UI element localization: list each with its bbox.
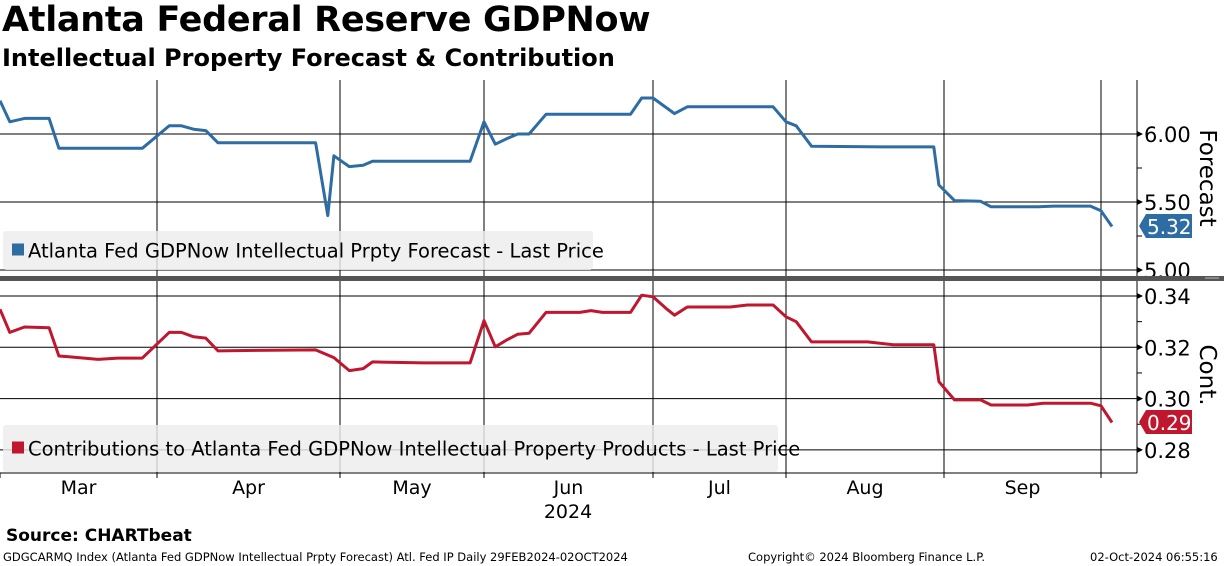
x-tick-label: Mar xyxy=(61,477,97,499)
y-tick-mark xyxy=(1137,131,1143,137)
legend-label: Atlanta Fed GDPNow Intellectual Prpty Fo… xyxy=(28,240,604,263)
x-year-label: 2024 xyxy=(544,501,592,523)
x-tick-label: May xyxy=(392,477,431,499)
y-tick-label: 0.34 xyxy=(1144,285,1191,309)
y-tick-label: 0.30 xyxy=(1144,388,1191,412)
last-value-label: 5.32 xyxy=(1147,215,1192,239)
x-tick-label: Sep xyxy=(1005,477,1041,499)
legend-swatch xyxy=(12,243,24,256)
y-tick-label: 0.32 xyxy=(1144,336,1191,360)
x-tick-label: Apr xyxy=(232,477,265,499)
legend-box xyxy=(3,425,778,472)
x-tick-label: Jun xyxy=(553,477,584,499)
x-tick-label: Jul xyxy=(707,477,731,499)
legend-label: Contributions to Atlanta Fed GDPNow Inte… xyxy=(28,438,800,461)
chart-subtitle: Intellectual Property Forecast & Contrib… xyxy=(2,44,615,72)
y-tick-mark xyxy=(1137,293,1143,299)
timestamp: 02-Oct-2024 06:55:16 xyxy=(1090,550,1218,564)
series-line xyxy=(0,293,1114,424)
index-info: GDGCARMQ Index (Atlanta Fed GDPNow Intel… xyxy=(3,550,628,564)
series-line xyxy=(0,96,1114,228)
last-value-label: 0.29 xyxy=(1147,411,1192,435)
y-tick-mark xyxy=(1137,395,1143,402)
y-tick-label: 6.00 xyxy=(1144,123,1191,147)
panel-separator xyxy=(0,276,1224,281)
source-label: Source: CHARTbeat xyxy=(6,526,192,546)
y-axis-label: Cont. xyxy=(1194,344,1220,405)
y-tick-label: 0.28 xyxy=(1144,439,1191,463)
last-value-tag xyxy=(1139,214,1192,238)
chart-title: Atlanta Federal Reserve GDPNow xyxy=(2,0,651,40)
copyright: Copyright© 2024 Bloomberg Finance L.P. xyxy=(748,550,985,564)
legend-box xyxy=(3,231,593,270)
y-tick-mark xyxy=(1137,446,1143,453)
y-axis-label: Forecast xyxy=(1194,129,1220,226)
x-tick-label: Aug xyxy=(846,477,883,499)
y-tick-mark xyxy=(1137,199,1143,205)
y-tick-mark xyxy=(1137,267,1143,273)
last-value-tag xyxy=(1139,410,1192,434)
y-tick-label: 5.50 xyxy=(1144,191,1191,215)
legend-swatch xyxy=(12,441,24,454)
y-tick-mark xyxy=(1137,344,1143,351)
